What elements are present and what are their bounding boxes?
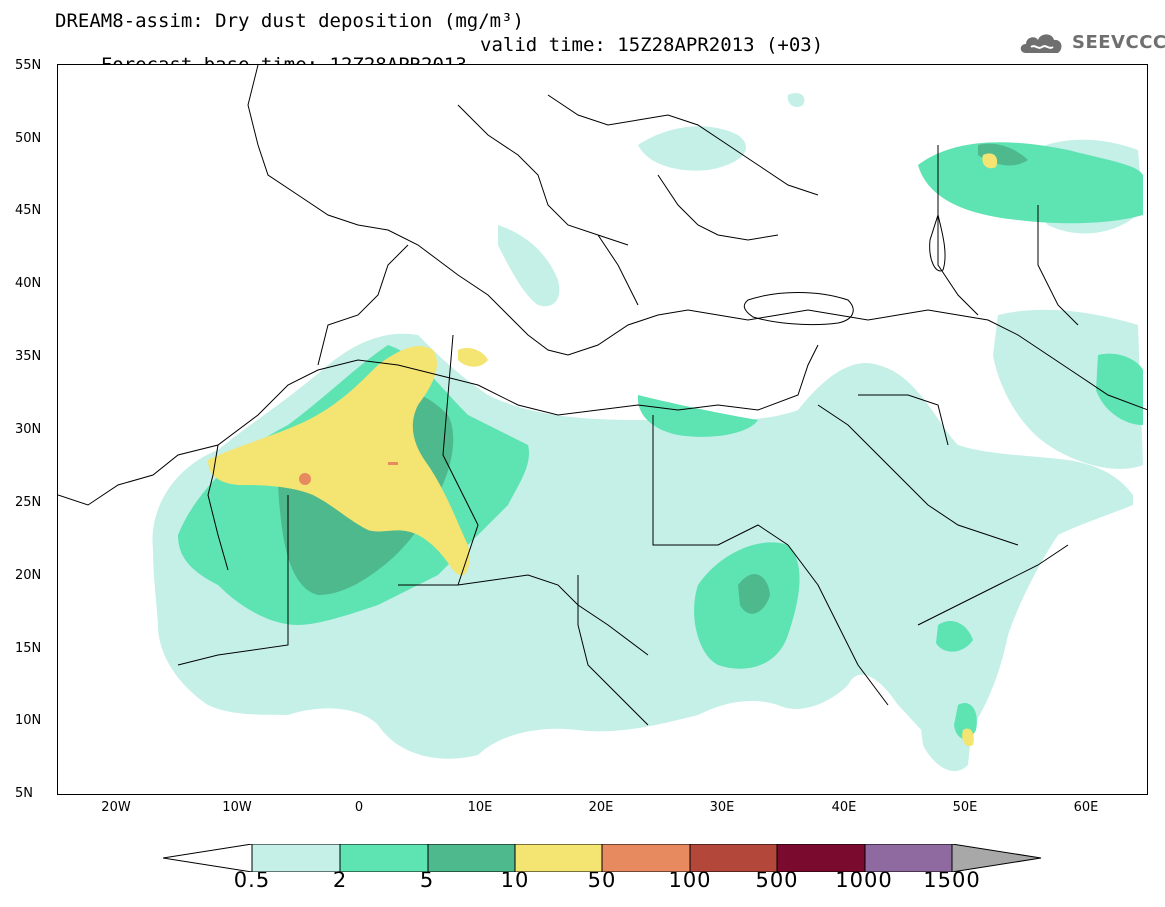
lon-label-10e: 10E <box>467 800 493 815</box>
lon-label-10w: 10W <box>222 800 252 815</box>
lat-label-35n: 35N <box>15 349 42 364</box>
seevccc-logo: SEEVCCC <box>1018 27 1165 57</box>
legend-swatch-5 <box>689 844 778 872</box>
lon-label-20e: 20E <box>588 800 614 815</box>
legend-label-5: 100 <box>668 868 712 892</box>
legend-swatch-2 <box>427 844 516 872</box>
lon-label-30e: 30E <box>709 800 735 815</box>
country-borders <box>58 65 1147 726</box>
lat-label-45n: 45N <box>15 203 42 218</box>
legend-swatch-0 <box>251 844 341 872</box>
legend-arrow-high <box>951 844 1042 872</box>
map-title-line-1: DREAM8-assim: Dry dust deposition (mg/m³… <box>55 10 524 32</box>
lon-label-20w: 20W <box>101 800 131 815</box>
dust-deposition-map <box>58 65 1147 772</box>
inland-water <box>743 213 946 326</box>
legend-label-7: 1000 <box>835 868 893 892</box>
lat-label-55n: 55N <box>15 58 42 73</box>
lat-label-40n: 40N <box>15 276 42 291</box>
lat-label-25n: 25N <box>15 495 42 510</box>
lat-label-5n: 5N <box>15 786 33 801</box>
lon-label-50e: 50E <box>952 800 978 815</box>
lat-label-20n: 20N <box>15 568 42 583</box>
lat-label-15n: 15N <box>15 641 42 656</box>
lon-label-0: 0 <box>354 800 364 815</box>
valid-time: valid time: 15Z28APR2013 (+03) <box>480 34 824 56</box>
legend-label-3: 10 <box>500 868 530 892</box>
cloud-icon <box>1020 34 1062 53</box>
legend-label-2: 5 <box>419 868 435 892</box>
map-panel[interactable] <box>57 64 1148 795</box>
logo-text: SEEVCCC <box>1072 31 1165 53</box>
legend-swatch-4 <box>601 844 691 872</box>
lon-label-60e: 60E <box>1073 800 1099 815</box>
lat-label-30n: 30N <box>15 422 42 437</box>
deposition-50-100 <box>299 462 398 485</box>
legend-label-6: 500 <box>755 868 799 892</box>
legend-swatch-6 <box>776 844 866 872</box>
legend-swatch-3 <box>514 844 603 872</box>
lat-label-10n: 10N <box>15 713 42 728</box>
legend-label-0: 0.5 <box>233 868 271 892</box>
color-legend <box>163 844 1042 872</box>
legend-label-4: 50 <box>587 868 617 892</box>
lon-label-40e: 40E <box>831 800 857 815</box>
legend-label-8: 1500 <box>923 868 981 892</box>
legend-label-1: 2 <box>332 868 348 892</box>
lat-label-50n: 50N <box>15 131 42 146</box>
deposition-10-50 <box>208 153 998 747</box>
